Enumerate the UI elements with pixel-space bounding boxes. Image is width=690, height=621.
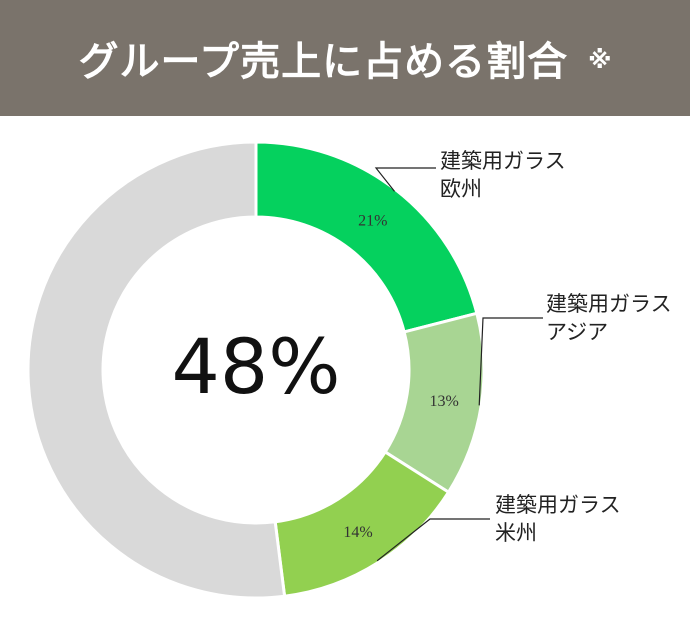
slice-value-label-0: 21% [358, 212, 387, 229]
leader-line-0 [374, 167, 436, 192]
slices-group [26, 140, 486, 600]
chart-title: グループ売上に占める割合 [78, 39, 569, 85]
leader-line-2 [376, 518, 490, 562]
donut-slice-3 [26, 140, 287, 600]
category-label-line2-1: アジア [546, 320, 608, 344]
title-bar: グループ売上に占める割合 ※ [0, 0, 690, 116]
slice-value-label-1: 13% [429, 393, 458, 410]
category-label-line1-1: 建築用ガラス [546, 292, 672, 316]
category-label-line2-0: 欧州 [440, 177, 482, 201]
slice-value-label-2: 14% [343, 524, 372, 541]
title-note-mark: ※ [588, 46, 612, 74]
category-label-line1-0: 建築用ガラス [440, 149, 566, 173]
center-total-label: 48% [172, 322, 341, 411]
leader-line-1 [478, 317, 543, 406]
category-label-line1-2: 建築用ガラス [495, 493, 621, 517]
category-label-line2-2: 米州 [495, 521, 537, 545]
leader-lines-group [374, 167, 543, 562]
percentage-labels-group: 21% 13% 14% [343, 212, 458, 540]
